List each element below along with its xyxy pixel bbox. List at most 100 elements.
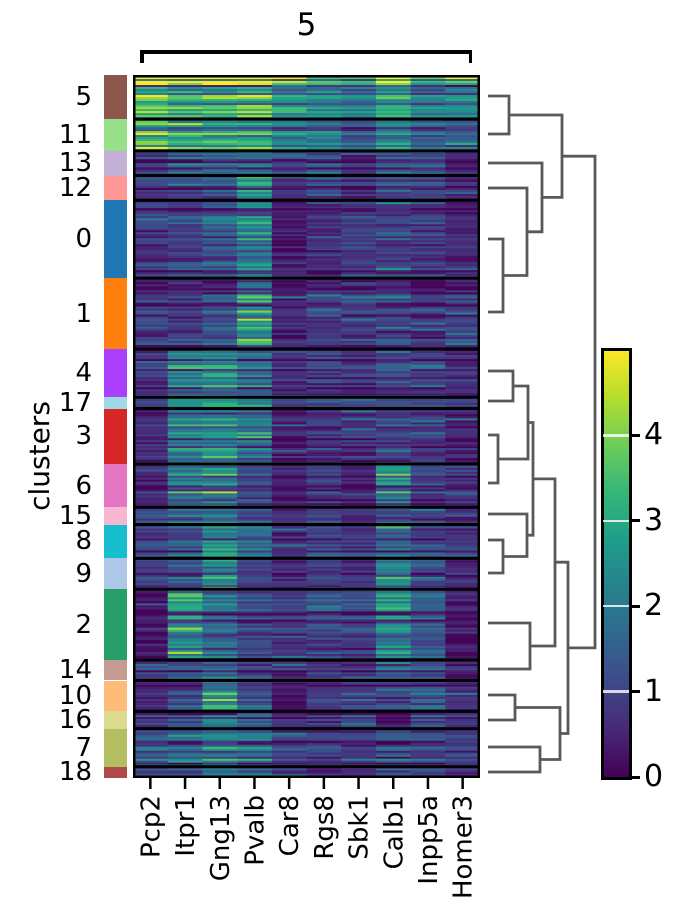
heatmap-cell	[306, 516, 342, 519]
heatmap-cell	[410, 572, 446, 576]
heatmap-cell	[341, 719, 377, 722]
heatmap-cell	[237, 302, 273, 305]
heatmap-cell	[410, 404, 446, 407]
heatmap-cell	[167, 601, 203, 604]
heatmap-cell	[410, 698, 446, 702]
heatmap-cell	[445, 730, 480, 734]
heatmap-cell	[237, 643, 273, 647]
heatmap-cell	[133, 574, 168, 578]
heatmap-cell	[410, 290, 446, 293]
heatmap-cell	[306, 272, 342, 275]
heatmap-cell	[133, 399, 168, 402]
heatmap-cell	[375, 85, 411, 88]
heatmap-cell	[306, 101, 342, 104]
heatmap-cell	[306, 167, 342, 170]
heatmap-cell	[306, 367, 342, 370]
heatmap-cell	[375, 471, 411, 475]
heatmap-cell	[410, 595, 446, 598]
heatmap-cell	[271, 670, 307, 673]
heatmap-cell	[167, 393, 203, 396]
heatmap-cell	[167, 738, 203, 742]
heatmap-cell	[306, 713, 342, 716]
heatmap-cell	[167, 328, 203, 332]
heatmap-cell	[167, 715, 203, 718]
heatmap-cell	[167, 101, 203, 104]
heatmap-cell	[202, 465, 238, 469]
heatmap-cell	[375, 127, 411, 130]
heatmap-cell	[133, 655, 168, 659]
heatmap-cell	[306, 129, 342, 132]
heatmap-cell	[341, 444, 377, 447]
heatmap-cell	[271, 177, 307, 180]
heatmap-cell	[410, 682, 446, 685]
heatmap-cell	[133, 420, 168, 423]
heatmap-cell	[341, 244, 377, 247]
heatmap-cell	[375, 367, 411, 370]
heatmap-cell	[202, 187, 238, 191]
heatmap-cell	[133, 501, 168, 504]
heatmap-cell	[133, 89, 168, 92]
dendrogram-link	[488, 237, 505, 314]
heatmap-cell	[375, 179, 411, 183]
heatmap-cell	[167, 621, 203, 624]
heatmap-cell	[341, 371, 377, 374]
heatmap-cell	[341, 583, 377, 586]
heatmap-cell	[375, 420, 411, 423]
heatmap-cell	[202, 416, 238, 419]
heatmap-cell	[167, 746, 203, 750]
heatmap-cell	[306, 206, 342, 209]
heatmap-cell	[271, 672, 307, 675]
heatmap-cell	[410, 359, 446, 362]
heatmap-cell	[271, 312, 307, 315]
heatmap-cell	[133, 310, 168, 313]
heatmap-cell	[410, 722, 446, 726]
heatmap-cell	[202, 475, 238, 478]
heatmap-cell	[202, 576, 238, 580]
heatmap-cell	[306, 497, 342, 500]
heatmap-cell	[271, 538, 307, 541]
heatmap-cell	[306, 191, 342, 195]
heatmap-cell	[133, 280, 168, 283]
heatmap-cell	[341, 414, 377, 417]
heatmap-cell	[306, 420, 342, 423]
heatmap-cell	[271, 286, 307, 289]
heatmap-cell	[341, 399, 377, 402]
heatmap-cell	[306, 670, 342, 673]
heatmap-cell	[375, 81, 411, 84]
gene-label-Sbk1: Sbk1	[345, 795, 375, 860]
heatmap-cell	[341, 456, 377, 459]
heatmap-cell	[202, 371, 238, 374]
heatmap-cell	[133, 509, 168, 512]
heatmap-cell	[445, 336, 480, 340]
heatmap-cell	[202, 615, 238, 618]
heatmap-cell	[410, 238, 446, 241]
heatmap-cell	[445, 720, 480, 724]
heatmap-cell	[271, 99, 307, 102]
heatmap-cell	[375, 260, 411, 263]
heatmap-cell	[202, 493, 238, 496]
heatmap-cell	[237, 750, 273, 754]
heatmap-cell	[133, 121, 168, 124]
heatmap-cell	[445, 300, 480, 303]
heatmap-cell	[306, 371, 342, 374]
heatmap-cell	[133, 696, 168, 700]
heatmap-cell	[271, 649, 307, 653]
heatmap-cell	[445, 651, 480, 655]
heatmap-cell	[237, 363, 273, 366]
heatmap-cell	[133, 292, 168, 295]
heatmap-cell	[410, 304, 446, 307]
heatmap-cell	[167, 694, 203, 698]
heatmap-cell	[237, 707, 273, 710]
heatmap-cell	[375, 208, 411, 211]
heatmap-cell	[306, 296, 342, 299]
heatmap-cell	[341, 361, 377, 364]
heatmap-cell	[133, 93, 168, 96]
heatmap-cell	[271, 328, 307, 332]
heatmap-cell	[306, 383, 342, 386]
heatmap-cell	[341, 536, 377, 539]
heatmap-cell	[271, 322, 307, 326]
heatmap-cell	[167, 324, 203, 328]
heatmap-cell	[341, 258, 377, 261]
heatmap-cell	[410, 244, 446, 247]
heatmap-cell	[306, 139, 342, 142]
